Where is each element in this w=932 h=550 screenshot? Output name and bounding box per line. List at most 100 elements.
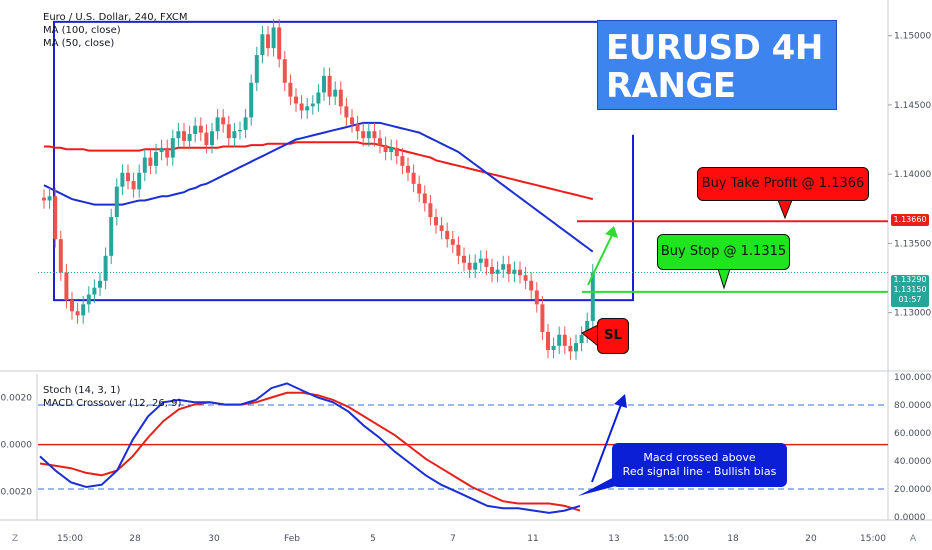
candle-body	[126, 172, 130, 182]
candle-body	[333, 89, 338, 97]
candle-body	[142, 157, 147, 173]
candle-body	[288, 82, 293, 97]
price-legend: Euro / U.S. Dollar, 240, FXCM MA (100, c…	[43, 11, 188, 50]
candle-body	[238, 129, 242, 132]
price-tick-label: 1.13500	[894, 239, 931, 249]
stop-loss-callout: SL	[597, 318, 629, 354]
candle-body	[193, 125, 198, 134]
candle-body	[417, 183, 422, 194]
candle-body	[58, 239, 63, 273]
legend-macd[interactable]: MACD Crossover (12, 26, 9)	[43, 398, 182, 409]
candle-body	[568, 345, 573, 352]
candle-body	[64, 272, 69, 301]
time-tick-label: 30	[208, 534, 220, 544]
price-tick-label: 1.15000	[894, 32, 931, 42]
candle-body	[529, 280, 534, 291]
time-tick-label: 13	[608, 534, 619, 544]
candle-body	[484, 258, 489, 267]
candle-body	[534, 290, 539, 305]
candle-body	[428, 203, 433, 218]
bullish-arrow-shaft	[591, 401, 623, 483]
candle-body	[518, 269, 522, 276]
candle-body	[411, 172, 416, 184]
axes: 1.15000 1.14500 1.14000 1.13500 1.13000 15:00…	[0, 32, 932, 544]
candle-body	[478, 258, 483, 263]
legend-symbol[interactable]: Euro / U.S. Dollar, 240, FXCM	[43, 12, 188, 23]
candle-body	[159, 147, 164, 152]
candle-body	[506, 264, 511, 274]
candle-body	[232, 131, 237, 139]
candle-body	[585, 320, 590, 335]
legend-stoch[interactable]: Stoch (14, 3, 1)	[43, 385, 121, 396]
price-tick-label: 1.14500	[894, 101, 931, 111]
time-tick-label: 15:00	[860, 534, 886, 544]
candle-body	[165, 147, 170, 158]
candle-body	[523, 275, 528, 281]
candle-body	[540, 304, 545, 332]
candle-body	[53, 196, 58, 240]
candle-body	[294, 96, 298, 104]
candle-body	[400, 156, 405, 166]
macd-tick-label: 0.0020	[1, 394, 33, 404]
candle-body	[86, 294, 91, 305]
time-tick-label: 11	[527, 534, 538, 544]
candle-body	[372, 131, 377, 139]
candle-body	[42, 197, 46, 201]
candle-body	[120, 172, 125, 187]
stoch-tick-label: 100.0000	[894, 373, 932, 383]
candle-body	[221, 117, 226, 125]
price-tick-label: 1.13000	[894, 309, 931, 319]
candle-body	[316, 92, 321, 104]
bar-countdown: 01:57	[898, 295, 922, 304]
candle-body	[215, 117, 220, 132]
range-low-value: 1.13150	[893, 285, 927, 294]
legend-ma100[interactable]: MA (100, close)	[43, 25, 121, 36]
candle-body	[327, 75, 332, 97]
candle-body	[260, 34, 265, 56]
indicator-legend: Stoch (14, 3, 1) MACD Crossover (12, 26,…	[43, 384, 181, 410]
candle-body	[450, 239, 455, 245]
candle-body	[574, 343, 578, 352]
candle-body	[501, 264, 506, 270]
time-tick-label: 15:00	[57, 534, 83, 544]
candle-body	[75, 311, 80, 316]
candle-body	[350, 117, 354, 125]
candle-body	[243, 117, 248, 130]
candle-body	[445, 230, 450, 240]
title-line-1: EURUSD 4H	[606, 28, 823, 68]
candle-body	[114, 186, 119, 218]
stoch-tick-label: 60.0000	[894, 429, 931, 439]
current-price-value: 1.13290	[893, 275, 927, 284]
candle-body	[467, 262, 472, 270]
time-tick-label: 20	[805, 534, 817, 544]
candle-body	[109, 217, 114, 256]
candle-body	[70, 300, 74, 312]
macd-note-line-2: Red signal line - Bullish bias	[622, 465, 777, 478]
candle-body	[305, 106, 310, 111]
macd-note-line-1: Macd crossed above	[643, 451, 756, 464]
auto-scale-icon: A	[910, 534, 917, 544]
candle-body	[282, 59, 287, 83]
target-arrow-head	[605, 226, 618, 238]
candle-body	[137, 172, 142, 190]
candle-body	[310, 103, 315, 107]
legend-ma50[interactable]: MA (50, close)	[43, 38, 115, 49]
current-price-badge: 1.13290 1.13150 01:57	[891, 275, 929, 307]
buy-stop-callout: Buy Stop @ 1.1315	[657, 234, 790, 270]
candle-body	[546, 332, 550, 350]
candle-body	[271, 27, 276, 49]
candle-body	[322, 75, 326, 93]
time-tick-label: 18	[727, 534, 739, 544]
candle-body	[344, 106, 349, 118]
candle-body	[355, 124, 360, 132]
time-tick-label: 15:00	[663, 534, 689, 544]
candle-body	[562, 334, 567, 346]
stoch-tick-label: 20.0000	[894, 485, 931, 495]
candle-body	[456, 244, 461, 256]
title-annotation: EURUSD 4H RANGE TRADE	[597, 20, 837, 143]
macd-note-callout: Macd crossed above Red signal line - Bul…	[612, 443, 787, 487]
take-profit-price-badge: 1.13660	[891, 214, 929, 226]
candle-body	[266, 34, 270, 49]
candle-body	[131, 181, 136, 190]
candle-body	[366, 131, 371, 139]
